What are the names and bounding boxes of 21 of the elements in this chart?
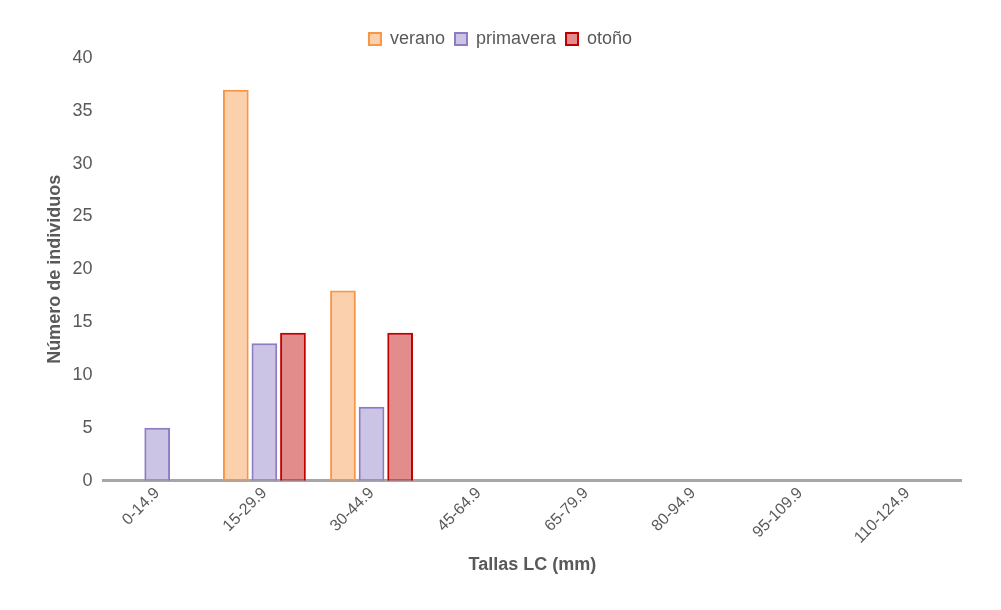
legend-label: verano <box>389 27 445 48</box>
bar <box>358 406 385 481</box>
y-tick-label: 10 <box>72 364 93 384</box>
bar <box>330 290 356 481</box>
legend-label: otoño <box>587 27 633 48</box>
bar <box>387 332 413 481</box>
legend-label: primavera <box>475 27 557 48</box>
bar <box>280 332 306 481</box>
y-axis-title: Número de individuos <box>43 174 64 364</box>
y-tick-label: 35 <box>72 99 93 120</box>
y-tick-label: 15 <box>72 311 93 332</box>
y-tick-label: 0 <box>82 469 93 490</box>
y-tick-label: 40 <box>72 46 93 67</box>
bar <box>144 427 171 481</box>
x-axis-title: Tallas LC (mm) <box>468 554 597 575</box>
y-tick-label: 25 <box>72 205 93 226</box>
bar <box>222 89 249 481</box>
bar <box>251 343 278 481</box>
y-tick-label: 20 <box>72 258 93 279</box>
y-tick-label: 30 <box>72 152 93 173</box>
y-tick-label: 5 <box>82 416 93 437</box>
